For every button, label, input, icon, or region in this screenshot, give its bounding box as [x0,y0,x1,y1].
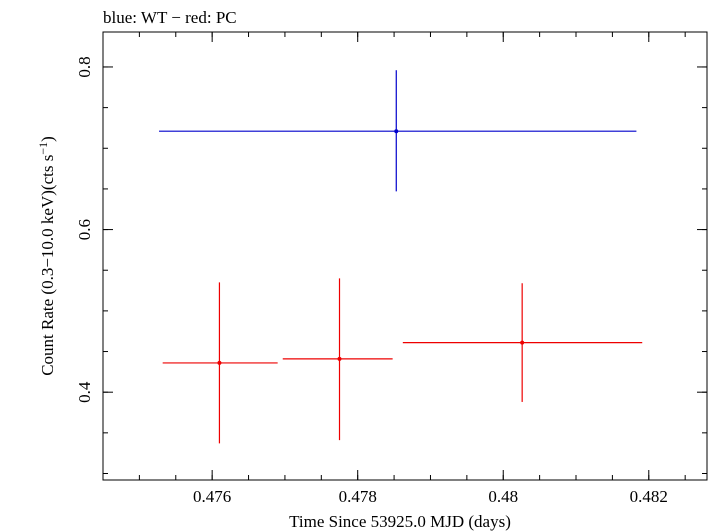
data-point [337,356,342,361]
y-axis-label: Count Rate (0.3−10.0 keV)(cts s−1) [36,136,57,376]
data-point [520,340,525,345]
y-tick-label: 0.4 [75,381,94,403]
y-tick-labels: 0.4 0.6 0.8 [75,56,94,402]
chart-title: blue: WT − red: PC [103,8,237,27]
x-tick-label: 0.478 [339,487,377,506]
plot-frame [102,31,708,481]
data-point [217,360,222,365]
x-tick-labels: 0.476 0.478 0.48 0.482 [193,487,668,506]
data-marks [159,70,643,444]
x-tick-label: 0.476 [193,487,231,506]
y-tick-label: 0.6 [75,219,94,240]
y-tick-label: 0.8 [75,56,94,77]
series-wt [159,70,637,192]
y-axis-label-superscript: −1 [36,142,50,155]
x-tick-label: 0.482 [630,487,668,506]
y-axis-label-end: ) [38,136,57,142]
x-tick-label: 0.48 [488,487,518,506]
data-point [394,129,399,134]
series-pc [162,278,643,444]
x-axis-label: Time Since 53925.0 MJD (days) [289,512,511,531]
y-axis-label-main: Count Rate (0.3−10.0 keV)(cts s [38,155,57,376]
axis-ticks [102,32,707,480]
